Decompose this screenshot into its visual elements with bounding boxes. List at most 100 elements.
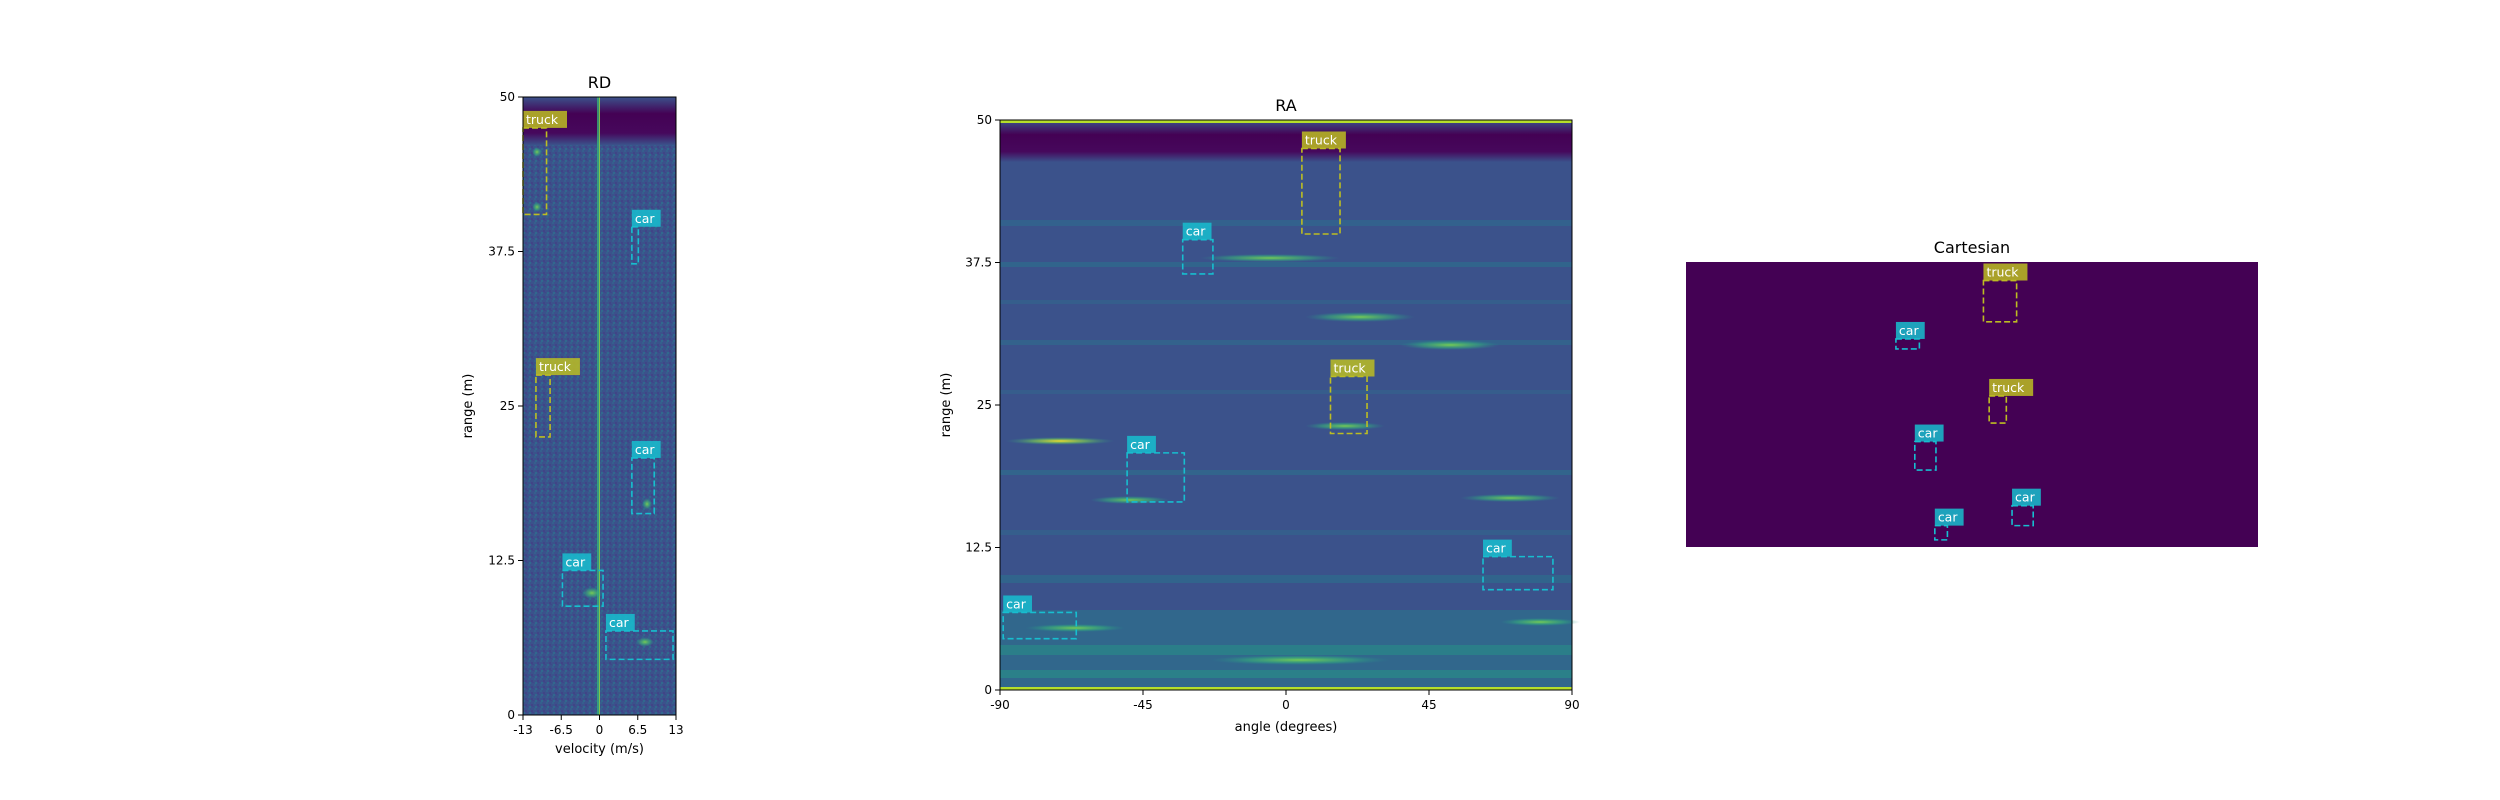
y-tick-label: 0: [984, 683, 992, 697]
detection-label-bg: [1127, 435, 1156, 453]
ra-detection-boxes: truck car truck car car car: [1002, 131, 1554, 640]
y-tick-label: 37.5: [965, 256, 992, 270]
x-tick-label: 90: [1564, 698, 1579, 712]
rd-detection-boxes: truck car truck car car car: [522, 110, 674, 661]
ra-x-ticks: -90 -45 0 45 90: [990, 690, 1580, 712]
detection-car: car: [561, 553, 604, 608]
detection-truck: truck: [1982, 263, 2028, 323]
ra-heatmap: [1000, 120, 1580, 690]
detection-car: car: [1934, 508, 1964, 541]
detection-label-bg: [631, 440, 661, 458]
detection-box: [605, 630, 674, 661]
detection-label: car: [1918, 426, 1939, 441]
detection-label-bg: [1182, 222, 1212, 240]
detection-label-bg: [1983, 263, 2028, 281]
y-tick-label: 25: [977, 398, 992, 412]
detection-label-bg: [1483, 539, 1512, 557]
detection-car: car: [1126, 435, 1186, 503]
ra-panel: truck car truck car car car RA -90 -45 0 45 90 0 1…: [939, 96, 1580, 735]
detection-truck: truck: [1988, 378, 2034, 424]
detection-box: [1482, 555, 1554, 591]
detection-label: truck: [1986, 265, 2019, 280]
detection-truck: truck: [535, 358, 580, 438]
detection-car: car: [605, 613, 674, 661]
y-tick-label: 50: [500, 90, 515, 104]
detection-label-bg: [1003, 595, 1032, 613]
detection-car: car: [1181, 222, 1214, 275]
y-tick-label: 12.5: [965, 541, 992, 555]
detection-label: truck: [1333, 361, 1366, 376]
cartesian-panel: truck car truck car car car Cartesian: [1686, 238, 2258, 547]
detection-label-bg: [1914, 424, 1944, 442]
cartesian-title: Cartesian: [1934, 238, 2010, 257]
rd-heatmap: [523, 97, 676, 715]
rd-y-ticks: 0 12.5 25 37.5 50: [488, 90, 523, 722]
detection-label: car: [2015, 490, 2036, 505]
detection-label-bg: [631, 209, 661, 227]
rd-y-label: range (m): [461, 374, 476, 439]
detection-box: [1181, 238, 1214, 275]
y-tick-label: 37.5: [488, 245, 515, 259]
rd-x-ticks: -13 -6.5 0 6.5 13: [513, 715, 684, 737]
detection-label-bg: [1895, 321, 1925, 339]
y-tick-label: 12.5: [488, 554, 515, 568]
detection-box: [1982, 279, 2018, 323]
cartesian-detection-boxes: truck car truck car car car: [1895, 263, 2041, 541]
detection-label: car: [1899, 323, 1920, 338]
detection-car: car: [1482, 539, 1554, 591]
detection-label: car: [1938, 510, 1959, 525]
detection-label-bg: [1989, 378, 2034, 396]
ra-title: RA: [1275, 96, 1296, 115]
detection-truck: truck: [522, 110, 567, 216]
detection-car: car: [1002, 595, 1078, 640]
detection-label-bg: [523, 110, 567, 128]
detection-label-bg: [1301, 131, 1346, 149]
detection-car: car: [631, 440, 661, 515]
cartesian-heatmap: [1686, 262, 2258, 547]
detection-box: [1988, 395, 2008, 424]
ra-y-label: range (m): [939, 373, 954, 438]
detection-label: car: [565, 554, 586, 569]
detection-label: truck: [526, 112, 559, 127]
x-tick-label: 45: [1421, 698, 1436, 712]
x-tick-label: 6.5: [628, 723, 647, 737]
detection-label: car: [1006, 596, 1027, 611]
x-tick-label: -13: [513, 723, 533, 737]
detection-label-bg: [2012, 488, 2041, 506]
detection-label: car: [635, 442, 656, 457]
detection-box: [1934, 524, 1949, 541]
detection-label: truck: [539, 359, 572, 374]
detection-label: car: [1130, 437, 1151, 452]
detection-box: [535, 374, 551, 438]
rd-title: RD: [588, 73, 611, 92]
x-tick-label: 0: [596, 723, 604, 737]
detection-label-bg: [562, 553, 592, 571]
y-tick-label: 50: [977, 113, 992, 127]
detection-label-bg: [1330, 359, 1375, 377]
detection-label-bg: [605, 613, 635, 631]
detection-car: car: [2011, 488, 2041, 527]
detection-truck: truck: [1301, 131, 1346, 235]
detection-label: car: [609, 615, 630, 630]
ra-y-ticks: 0 12.5 25 37.5 50: [965, 113, 1000, 697]
detection-label: car: [1186, 224, 1207, 239]
x-tick-label: 13: [668, 723, 683, 737]
detection-label: truck: [1305, 133, 1338, 148]
x-tick-label: -6.5: [550, 723, 573, 737]
detection-label: car: [1486, 541, 1507, 556]
detection-car: car: [1895, 321, 1925, 350]
x-tick-label: -45: [1133, 698, 1153, 712]
y-tick-label: 25: [500, 399, 515, 413]
detection-box: [1002, 611, 1078, 640]
detection-label-bg: [535, 358, 580, 376]
x-tick-label: -90: [990, 698, 1010, 712]
detection-car: car: [631, 209, 661, 265]
detection-label: truck: [1992, 380, 2025, 395]
detection-truck: truck: [1329, 359, 1375, 435]
detection-label-bg: [1934, 508, 1964, 526]
x-tick-label: 0: [1282, 698, 1290, 712]
y-tick-label: 0: [507, 708, 515, 722]
rd-x-label: velocity (m/s): [555, 742, 644, 757]
